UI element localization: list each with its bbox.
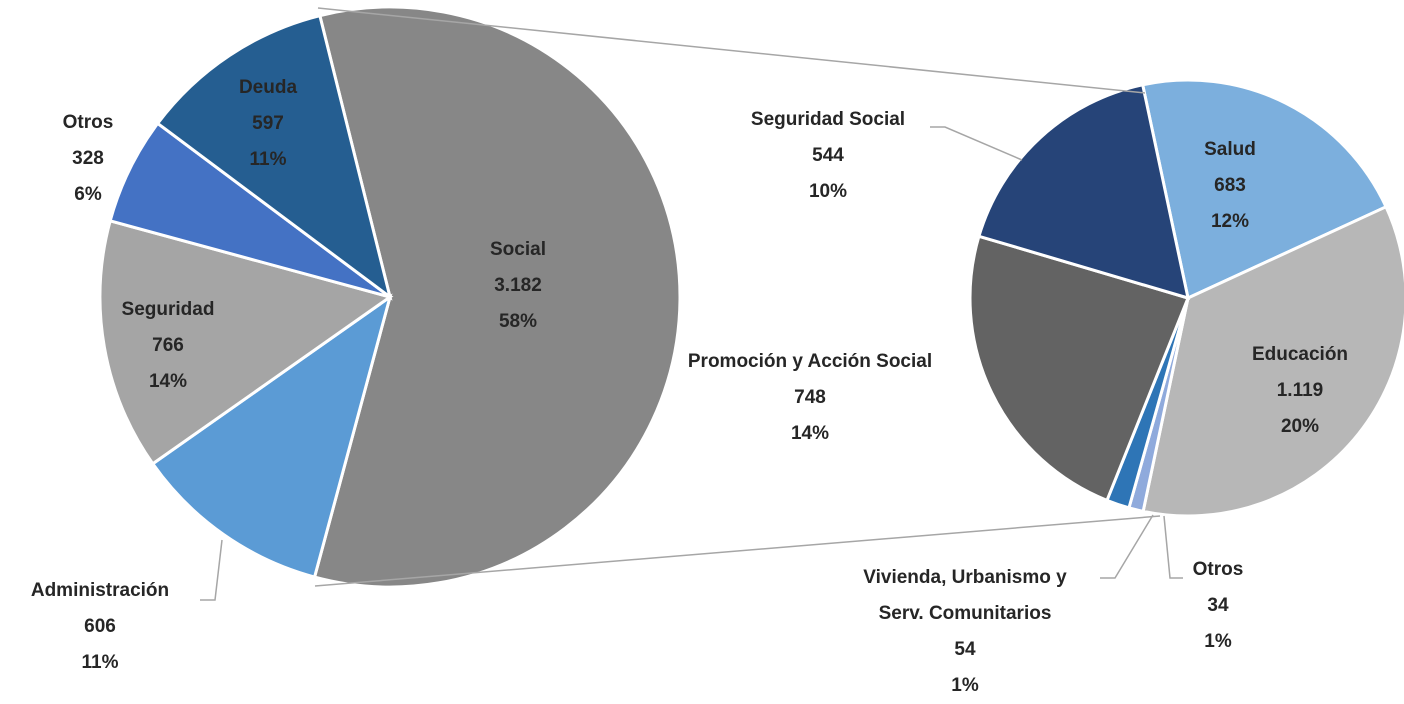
label-name: Administración: [30, 580, 170, 601]
label-percent: 58%: [498, 311, 538, 332]
label-name: Seguridad: [121, 299, 215, 320]
label-percent: 12%: [1210, 211, 1250, 232]
label-value: 748: [794, 387, 826, 408]
connector-line: [314, 515, 1161, 587]
label-value: 328: [72, 148, 104, 169]
label-value: 683: [1214, 175, 1246, 196]
data-label: Social 3.182 58%: [490, 232, 546, 340]
label-name: Deuda: [238, 77, 298, 98]
label-value: 606: [84, 616, 116, 637]
connectors: [200, 7, 1183, 601]
label-percent: 1%: [1204, 631, 1232, 652]
label-percent: 14%: [148, 371, 188, 392]
label-value: 34: [1207, 595, 1229, 616]
data-label: Administración 606 11%: [31, 573, 169, 681]
label-percent: 1%: [951, 675, 979, 696]
label-percent: 11%: [249, 149, 287, 170]
data-label: Educación 1.119 20%: [1252, 337, 1348, 445]
data-label: Seguridad 766 14%: [122, 292, 215, 400]
data-label: Otros 328 6%: [63, 105, 114, 213]
data-label: Otros 34 1%: [1193, 552, 1244, 660]
pie-slice: [1140, 78, 1389, 301]
connector-line: [317, 7, 1146, 94]
leader-line: [1100, 514, 1154, 579]
label-value: 544: [812, 145, 844, 166]
label-name: Promoción y Acción Social: [687, 351, 933, 372]
data-label: Deuda 597 11%: [239, 70, 297, 178]
data-label: Salud 683 12%: [1204, 132, 1256, 240]
label-value: 3.182: [494, 275, 542, 296]
label-value: 766: [152, 335, 184, 356]
leader-line: [930, 126, 1023, 161]
label-value: 54: [954, 639, 976, 660]
label-name: Seguridad Social: [750, 109, 906, 130]
leader-line: [1163, 515, 1183, 579]
label-percent: 6%: [74, 184, 102, 205]
label-value: 597: [252, 113, 284, 134]
label-percent: 10%: [808, 181, 848, 202]
label-value: 1.119: [1276, 380, 1324, 401]
label-percent: 14%: [790, 423, 830, 444]
label-name: Salud: [1204, 139, 1256, 160]
pie-slice: [150, 293, 393, 579]
label-percent: 11%: [81, 652, 119, 673]
label-name: Educación: [1251, 344, 1349, 365]
data-label: Vivienda, Urbanismo y Serv. Comunitarios…: [850, 560, 1080, 704]
data-label: Promoción y Acción Social 748 14%: [688, 344, 932, 452]
pie-slice: [968, 234, 1191, 503]
label-name: Social: [490, 239, 546, 260]
label-name: Vivienda, Urbanismo y Serv. Comunitarios: [863, 567, 1067, 624]
pie-slice: [312, 5, 682, 589]
label-percent: 20%: [1280, 416, 1320, 437]
leader-line: [200, 539, 223, 601]
label-name: Otros: [1192, 559, 1244, 580]
label-name: Otros: [62, 112, 114, 133]
data-label: Seguridad Social 544 10%: [751, 102, 905, 210]
pie-slice: [98, 219, 394, 466]
pie-slice: [155, 13, 393, 301]
